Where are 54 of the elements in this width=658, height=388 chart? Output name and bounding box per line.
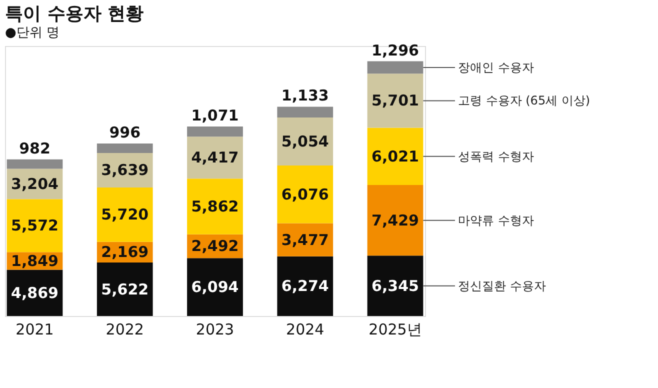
bar xyxy=(367,128,424,186)
data-label: 5,622 xyxy=(101,280,149,298)
data-label: 6,076 xyxy=(281,185,329,204)
text: 성폭력 수형자 xyxy=(458,149,534,164)
data-label: 982 xyxy=(19,139,50,158)
bar xyxy=(187,258,243,316)
data-label: 5,701 xyxy=(372,92,419,110)
bar xyxy=(367,74,424,128)
text: 고령 수용자 (65세 이상) xyxy=(458,94,590,108)
bar xyxy=(6,199,63,252)
x-tick-label: 2024 xyxy=(286,320,324,338)
data-label: 1,071 xyxy=(191,106,239,124)
data-label: 1,133 xyxy=(281,86,329,105)
data-label: 5,572 xyxy=(11,216,58,235)
x-tick-label: 2023 xyxy=(196,320,234,338)
data-label: 6,021 xyxy=(372,147,419,166)
chart-subtitle: ●단위 명 xyxy=(5,25,60,40)
bar xyxy=(367,61,424,74)
data-label: 3,204 xyxy=(11,174,58,193)
bar xyxy=(367,185,424,256)
data-label: 6,094 xyxy=(191,278,239,296)
bar xyxy=(187,126,243,137)
data-label: 1,849 xyxy=(11,252,58,270)
data-label: 6,274 xyxy=(281,277,329,296)
chart-title: 특이 수용자 현황 xyxy=(5,3,144,24)
data-label: 1,296 xyxy=(372,41,419,60)
bar xyxy=(6,159,63,169)
text: 정신질환 수용자 xyxy=(458,278,546,293)
bar xyxy=(277,256,334,316)
data-label: 3,477 xyxy=(281,230,329,249)
data-label: 6,345 xyxy=(372,276,419,295)
bar xyxy=(96,188,153,242)
bar xyxy=(277,166,334,224)
data-label: 4,417 xyxy=(191,148,239,167)
data-label: 3,639 xyxy=(101,161,149,180)
data-label: 5,862 xyxy=(191,198,239,216)
text: 장애인 수용자 xyxy=(458,60,534,74)
data-label: 2,169 xyxy=(101,243,149,262)
bar xyxy=(367,256,424,316)
x-tick-label: 2025년 xyxy=(368,320,422,338)
bar xyxy=(277,106,334,118)
bar xyxy=(187,178,243,234)
data-label: 996 xyxy=(109,123,141,142)
data-label: 2,492 xyxy=(191,237,239,256)
bar xyxy=(96,262,153,316)
x-tick-label: 2022 xyxy=(106,320,144,338)
data-label: 5,054 xyxy=(281,132,329,151)
data-label: 4,869 xyxy=(11,284,58,302)
data-label: 5,720 xyxy=(101,206,149,224)
data-label: 7,429 xyxy=(372,211,419,230)
text: 마약류 수형자 xyxy=(458,213,534,228)
bar xyxy=(96,143,153,153)
bar xyxy=(187,136,243,179)
x-tick-label: 2021 xyxy=(16,320,54,338)
